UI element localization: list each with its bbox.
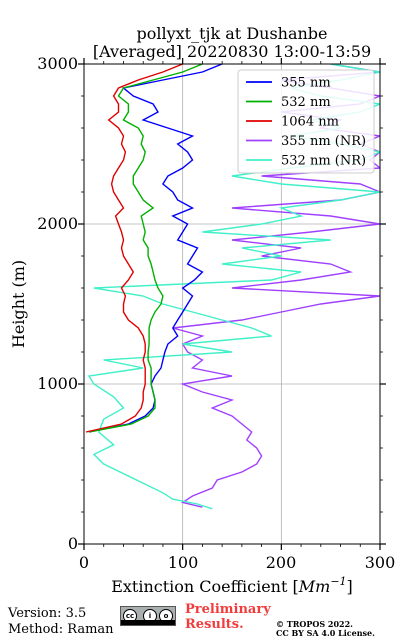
legend: 355 nm 532 nm 1064 nm 355 nm (NR) 532 nm (NR… <box>237 69 375 174</box>
chart-title-line1: pollyxt_tjk at Dushanbe <box>136 24 327 43</box>
series-line-532-nm <box>88 64 203 433</box>
y-tick-label-2000: 2000 <box>37 214 78 233</box>
copyright-line2: CC BY SA 4.0 License. <box>276 628 375 638</box>
y-tick-label-3000: 3000 <box>37 54 78 73</box>
y-tick-labels: 0 1000 2000 3000 <box>37 54 78 553</box>
legend-label: 1064 nm <box>281 115 339 130</box>
y-tick-label-1000: 1000 <box>37 374 78 393</box>
method-text: Method: Raman <box>8 622 114 637</box>
y-axis-label: Height (m) <box>9 260 28 348</box>
cc-license-badge-icon: cc i o <box>120 606 176 626</box>
legend-box <box>237 69 375 174</box>
copyright-notice: © TROPOS 2022. CC BY SA 4.0 License. <box>276 620 375 638</box>
legend-label: 532 nm (NR) <box>281 154 366 169</box>
x-tick-label-100: 100 <box>168 553 199 572</box>
copyright-line1: © TROPOS 2022. <box>276 619 353 629</box>
chart-title-line2: [Averaged] 20220830 13:00-13:59 <box>93 42 371 61</box>
preliminary-notice: Preliminary Results. <box>185 602 271 632</box>
legend-label: 355 nm <box>281 76 331 91</box>
footer-meta: Version: 3.5 Method: Raman <box>8 606 114 638</box>
axis-ticks <box>78 58 386 550</box>
legend-label: 355 nm (NR) <box>281 134 366 149</box>
x-tick-label-200: 200 <box>266 553 297 572</box>
y-tick-label-0: 0 <box>68 534 78 553</box>
x-tick-labels: 0 100 200 300 <box>79 553 395 572</box>
x-tick-label-0: 0 <box>79 553 89 572</box>
series-line-355-nm <box>88 64 223 433</box>
prelim-line1: Preliminary <box>185 602 271 617</box>
series-line-1064-nm <box>85 64 183 433</box>
x-tick-label-300: 300 <box>365 553 396 572</box>
x-axis-label: Extinction Coefficient [Mm−1] <box>111 575 353 596</box>
version-text: Version: 3.5 <box>8 606 87 621</box>
prelim-line2: Results. <box>185 617 244 632</box>
plot-frame <box>83 63 381 545</box>
sa-icon: o <box>159 609 173 623</box>
extinction-profile-chart: pollyxt_tjk at Dushanbe [Averaged] 20220… <box>9 24 395 596</box>
legend-label: 532 nm <box>281 95 331 110</box>
